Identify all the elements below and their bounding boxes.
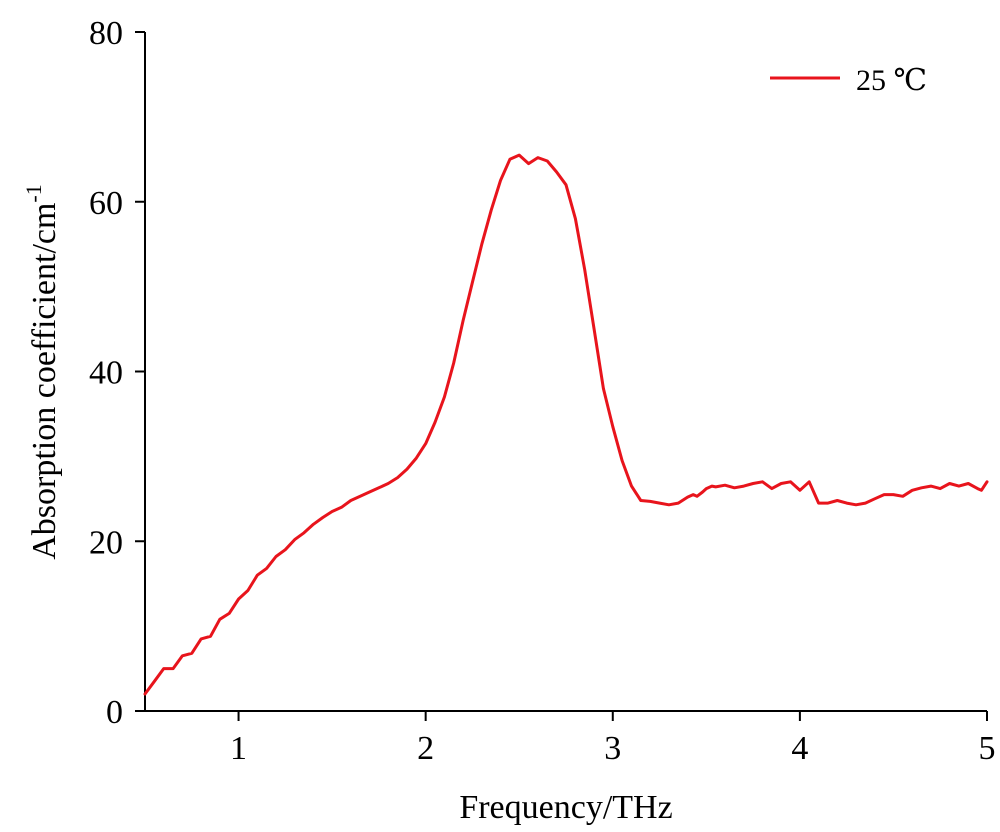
y-axis-title: Absorption coefficient/cm-1 [21, 184, 63, 560]
axes [144, 32, 987, 712]
ticks: 1 2 3 4 5 0 20 40 60 80 [89, 15, 996, 767]
x-tick-label: 5 [979, 730, 996, 767]
x-tick-label: 4 [791, 730, 808, 767]
x-tick-label: 2 [417, 730, 434, 767]
y-axis-title-superscript: -1 [21, 184, 46, 202]
y-tick-label: 20 [89, 524, 123, 561]
y-tick-label: 80 [89, 15, 123, 52]
x-tick-label: 3 [604, 730, 621, 767]
x-axis-title: Frequency/THz [459, 789, 672, 826]
y-tick-label: 60 [89, 185, 123, 222]
y-axis-title-main: Absorption coefficient/cm [26, 203, 63, 560]
x-tick-label: 1 [230, 730, 247, 767]
series-line-25c [143, 153, 989, 696]
y-tick-label: 40 [89, 355, 123, 392]
legend-label: 25 ℃ [856, 64, 927, 97]
legend: 25 ℃ [770, 64, 927, 97]
y-tick-label: 0 [106, 694, 123, 731]
